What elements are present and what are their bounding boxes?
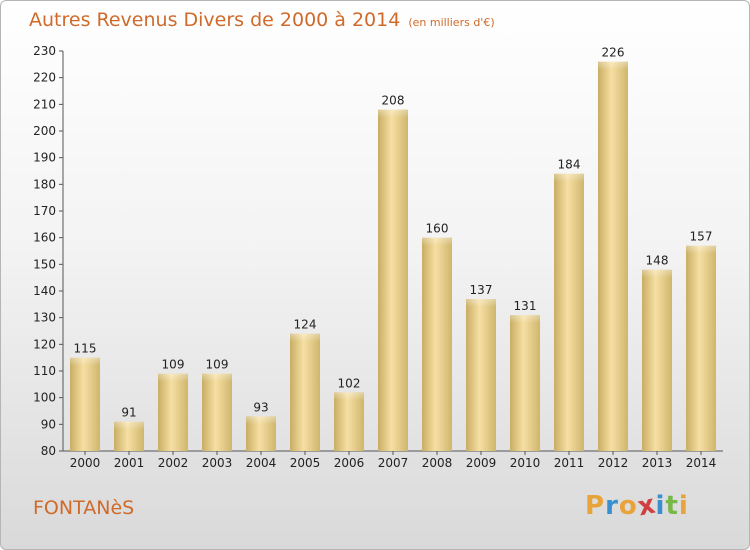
bar-highlight [290, 333, 320, 342]
bar-highlight [378, 109, 408, 118]
data-label-2013: 148 [646, 254, 669, 268]
bar-2006 [334, 392, 364, 451]
data-labels: 115 91 109 109 93 124 102 208 160 137 131 184 226 148… [74, 46, 713, 420]
data-label-2001: 91 [121, 406, 136, 420]
y-tick-label: 190 [33, 151, 56, 165]
data-label-2005: 124 [294, 318, 317, 332]
brand-letter: r [605, 491, 619, 521]
bar-2002 [158, 373, 188, 451]
bar-2011 [554, 173, 584, 451]
data-label-2002: 109 [162, 358, 185, 372]
x-tick-label: 2007 [378, 456, 409, 470]
y-tick-label: 220 [33, 71, 56, 85]
bar-highlight [114, 421, 144, 430]
y-tick-label: 130 [33, 311, 56, 325]
bar-highlight [686, 245, 716, 254]
bar-2014 [686, 245, 716, 451]
data-label-2004: 93 [253, 400, 268, 414]
bar-highlight [246, 416, 276, 425]
y-tick-label: 180 [33, 177, 56, 191]
x-tick-label: 2001 [114, 456, 145, 470]
brand-letter: o [618, 491, 638, 521]
x-tick-label: 2012 [598, 456, 629, 470]
brand-letter: t [665, 491, 679, 521]
y-tick-label: 120 [33, 337, 56, 351]
bar-highlight [510, 315, 540, 323]
chart-subtitle: (en milliers d'€) [408, 16, 495, 29]
data-label-2009: 137 [470, 283, 493, 297]
y-tick-label: 160 [33, 231, 56, 245]
x-tick-label: 2000 [70, 456, 101, 470]
y-tick-label: 200 [33, 124, 56, 138]
y-tick-label: 230 [33, 44, 56, 58]
x-tick-label: 2010 [510, 456, 541, 470]
bar-2000 [70, 357, 100, 451]
data-label-2008: 160 [426, 222, 449, 236]
bar-highlight [202, 373, 232, 382]
data-label-2006: 102 [338, 376, 361, 390]
y-tick-label: 100 [33, 391, 56, 405]
bar-2013 [642, 269, 672, 451]
y-tick-label: 110 [33, 364, 56, 378]
title-text: Autres Revenus Divers de 2000 à 2014 [29, 9, 401, 31]
bar-2010 [510, 315, 540, 451]
data-label-2003: 109 [206, 358, 229, 372]
bar-2007 [378, 109, 408, 452]
data-label-2010: 131 [514, 299, 537, 313]
y-tick-label: 150 [33, 257, 56, 271]
brand-letter: P [585, 491, 606, 521]
bar-2012 [598, 61, 628, 452]
y-tick-label: 140 [33, 284, 56, 298]
bar-highlight [334, 392, 364, 401]
bar-2009 [466, 299, 496, 451]
x-tick-label: 2006 [334, 456, 365, 470]
bar-highlight [70, 357, 100, 366]
x-tick-label: 2009 [466, 456, 497, 470]
y-tick-label: 80 [41, 444, 56, 458]
y-tick-label: 210 [33, 97, 56, 111]
proxiti-logo: Proxiti [585, 489, 689, 522]
x-tick-label: 2008 [422, 456, 453, 470]
bar-2008 [422, 237, 452, 451]
bar-highlight [422, 237, 452, 246]
chart-title: Autres Revenus Divers de 2000 à 2014 (en … [29, 9, 495, 31]
bar-2003 [202, 373, 232, 451]
x-tick-label: 2002 [158, 456, 189, 470]
x-tick-label: 2014 [686, 456, 717, 470]
data-label-2007: 208 [382, 94, 405, 108]
y-tick-label: 90 [41, 417, 56, 431]
brand-letter: i [678, 491, 689, 521]
data-label-2000: 115 [74, 342, 97, 356]
bar-highlight [642, 269, 672, 278]
x-tick-label: 2013 [642, 456, 673, 470]
y-tick-label: 170 [33, 204, 56, 218]
x-tick-label: 2003 [202, 456, 233, 470]
brand-letter: i [655, 491, 666, 521]
x-tick-label: 2011 [554, 456, 585, 470]
bar-highlight [598, 61, 628, 70]
location-label: FONTANèS [33, 497, 135, 519]
bar-highlight [158, 373, 188, 382]
x-tick-label: 2004 [246, 456, 277, 470]
bar-highlight [466, 299, 496, 307]
x-tick-label: 2005 [290, 456, 321, 470]
data-label-2014: 157 [690, 230, 713, 244]
bar-2005 [290, 333, 320, 451]
bar-highlight [554, 173, 584, 182]
data-label-2012: 226 [602, 46, 625, 60]
bars [70, 61, 716, 452]
data-label-2011: 184 [558, 158, 581, 172]
